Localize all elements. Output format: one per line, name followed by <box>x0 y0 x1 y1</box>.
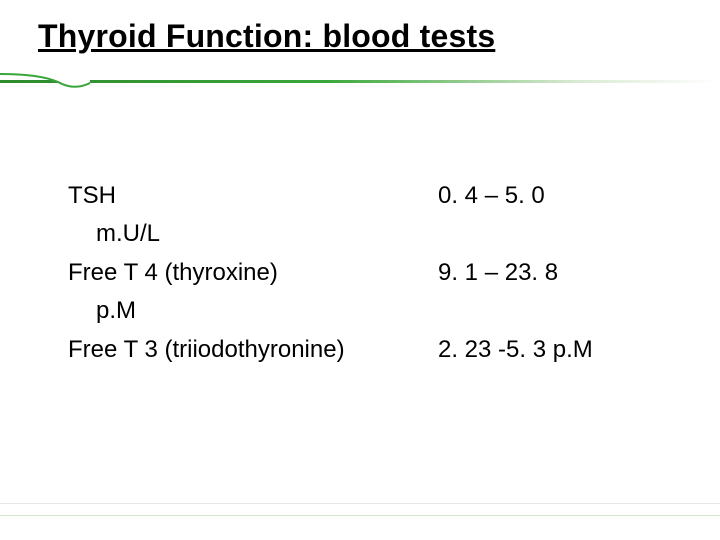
test-label: Free T 4 (thyroxine) <box>68 257 438 289</box>
content-table: TSH 0. 4 – 5. 0 m.U/L Free T 4 (thyroxin… <box>68 180 668 372</box>
page-title: Thyroid Function: blood tests <box>38 18 720 55</box>
header-divider <box>0 72 720 92</box>
test-value: 9. 1 – 23. 8 <box>438 257 658 289</box>
test-label: Free T 3 (triiodothyronine) <box>68 334 438 366</box>
test-unit: p.M <box>68 295 438 327</box>
test-value: 0. 4 – 5. 0 <box>438 180 658 212</box>
footer-divider-1 <box>0 503 720 504</box>
divider-gradient-line <box>0 80 720 83</box>
test-value: 2. 23 -5. 3 p.M <box>438 334 658 366</box>
title-area: Thyroid Function: blood tests <box>0 0 720 55</box>
slide: Thyroid Function: blood tests TSH 0. 4 –… <box>0 0 720 540</box>
table-row: Free T 4 (thyroxine) 9. 1 – 23. 8 <box>68 257 668 289</box>
test-label: TSH <box>68 180 438 212</box>
table-row: TSH 0. 4 – 5. 0 <box>68 180 668 212</box>
footer-divider-2 <box>0 515 720 516</box>
test-unit: m.U/L <box>68 218 438 250</box>
table-row: Free T 3 (triiodothyronine) 2. 23 -5. 3 … <box>68 334 668 366</box>
table-row-unit: m.U/L <box>68 218 668 250</box>
table-row-unit: p.M <box>68 295 668 327</box>
divider-curve-icon <box>0 72 90 94</box>
